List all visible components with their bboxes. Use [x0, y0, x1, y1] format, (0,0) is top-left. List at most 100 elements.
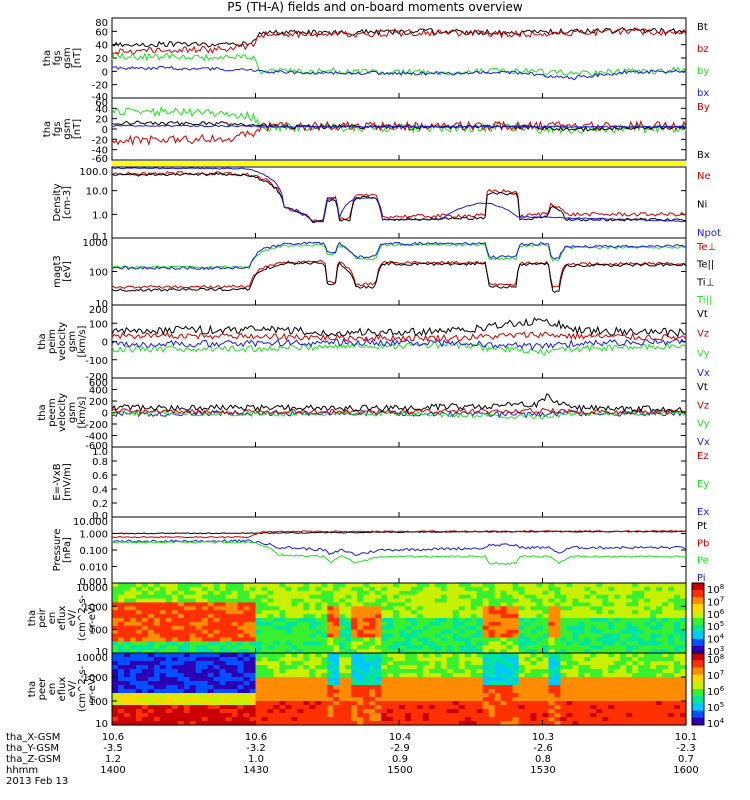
- spectrogram-cell: [422, 621, 430, 627]
- spectrogram-cell: [165, 641, 173, 646]
- spectrogram-cell: [578, 677, 585, 682]
- spectrogram-cell: [159, 649, 167, 654]
- spectrogram-cell: [297, 649, 304, 654]
- spectrogram-cell: [321, 693, 328, 698]
- spectrogram-cell: [399, 583, 406, 588]
- spectrogram-cell: [112, 618, 119, 623]
- y-axis-label: [nT]: [72, 119, 83, 139]
- y-axis-label: peem: [47, 398, 58, 426]
- spectrogram-cell: [620, 629, 627, 635]
- spectrogram-cell: [632, 721, 639, 726]
- spectrogram-cell: [524, 645, 532, 650]
- spectrogram-cell: [231, 685, 239, 690]
- y-tick-label: 100: [89, 697, 108, 708]
- spectrogram-cell: [387, 586, 394, 592]
- spectrogram-cell: [668, 583, 675, 588]
- spectrogram-cell: [446, 614, 454, 619]
- spectrogram-cell: [273, 590, 280, 596]
- spectrogram-cell: [680, 677, 687, 682]
- spectrogram-cell: [458, 606, 466, 611]
- spectrogram-cell: [261, 594, 269, 600]
- spectrogram-cell: [363, 618, 370, 623]
- spectrogram-cell: [399, 669, 406, 674]
- spectrogram-cell: [405, 701, 412, 706]
- spectrogram-cell: [303, 583, 310, 588]
- spectrogram-cell: [458, 681, 466, 686]
- spectrogram-cell: [333, 614, 340, 619]
- spectrogram-cell: [638, 689, 645, 694]
- spectrogram-cell: [369, 693, 376, 698]
- spectrogram-cell: [357, 717, 364, 722]
- spectrogram-cell: [428, 641, 436, 646]
- spectrogram-cell: [434, 614, 442, 619]
- spectrogram-cell: [255, 606, 263, 611]
- spectrogram-cell: [309, 610, 316, 615]
- spectrogram-cell: [596, 681, 603, 686]
- spectrogram-cell: [434, 641, 442, 646]
- spectrogram-cell: [201, 673, 209, 678]
- spectrogram-cell: [668, 689, 675, 694]
- spectrogram-cell: [183, 637, 191, 642]
- spectrogram-cell: [650, 677, 657, 682]
- spectrogram-cell: [207, 590, 215, 596]
- spectrogram-cell: [500, 657, 508, 662]
- spectrogram-cell: [345, 661, 352, 666]
- spectrogram-cell: [231, 583, 239, 588]
- spectrogram-cell: [183, 705, 191, 710]
- spectrogram-cell: [542, 590, 550, 596]
- spectrogram-cell: [620, 614, 627, 619]
- spectrogram-cell: [680, 621, 687, 627]
- spectrogram-cell: [506, 641, 514, 646]
- spectrogram-cell: [578, 653, 585, 658]
- spectrogram-cell: [620, 673, 627, 678]
- spectrogram-cell: [255, 657, 263, 662]
- series-line: [111, 407, 687, 416]
- spectrogram-cell: [452, 717, 460, 722]
- spectrogram-cell: [219, 637, 227, 642]
- spectrogram-cell: [141, 598, 149, 604]
- spectrogram-cell: [189, 614, 197, 619]
- spectrogram-cell: [674, 614, 681, 619]
- spectrogram-cell: [584, 677, 591, 682]
- spectrogram-cell: [381, 598, 388, 604]
- spectrogram-cell: [662, 677, 669, 682]
- spectrogram-cell: [165, 637, 173, 642]
- spectrogram-cell: [494, 717, 502, 722]
- spectrogram-cell: [207, 661, 215, 666]
- spectrogram-cell: [518, 693, 526, 698]
- spectrogram-cell: [249, 693, 257, 698]
- spectrogram-cell: [530, 717, 538, 722]
- spectrogram-cell: [225, 625, 233, 631]
- spectrogram-cell: [177, 649, 185, 654]
- spectrogram-cell: [231, 665, 239, 670]
- spectrogram-cell: [536, 709, 544, 714]
- spectrogram-cell: [285, 621, 292, 627]
- spectrogram-cell: [488, 602, 496, 607]
- spectrogram-cell: [321, 673, 328, 678]
- spectrogram-cell: [183, 665, 191, 670]
- spectrogram-cell: [147, 717, 155, 722]
- spectrogram-cell: [237, 673, 245, 678]
- spectrogram-cell: [632, 586, 639, 592]
- spectrogram-cell: [165, 689, 173, 694]
- spectrogram-cell: [165, 657, 173, 662]
- spectrogram-cell: [530, 618, 538, 623]
- spectrogram-cell: [512, 586, 520, 592]
- spectrogram-cell: [363, 629, 370, 635]
- spectrogram-cell: [644, 689, 651, 694]
- spectrogram-cell: [135, 721, 143, 726]
- spectrogram-cell: [614, 677, 621, 682]
- spectrogram-cell: [399, 594, 406, 600]
- spectrogram-cell: [345, 677, 352, 682]
- spectrogram-cell: [608, 661, 615, 666]
- spectrogram-cell: [135, 590, 143, 596]
- spectrogram-cell: [363, 649, 370, 654]
- spectrogram-cell: [118, 713, 125, 718]
- spectrogram-cell: [285, 713, 292, 718]
- y-tick-label: 100: [89, 626, 108, 637]
- spectrogram-cell: [656, 713, 663, 718]
- spectrogram-cell: [572, 673, 579, 678]
- spectrogram-cell: [261, 661, 269, 666]
- spectrogram-cell: [584, 645, 591, 650]
- spectrogram-cell: [590, 701, 597, 706]
